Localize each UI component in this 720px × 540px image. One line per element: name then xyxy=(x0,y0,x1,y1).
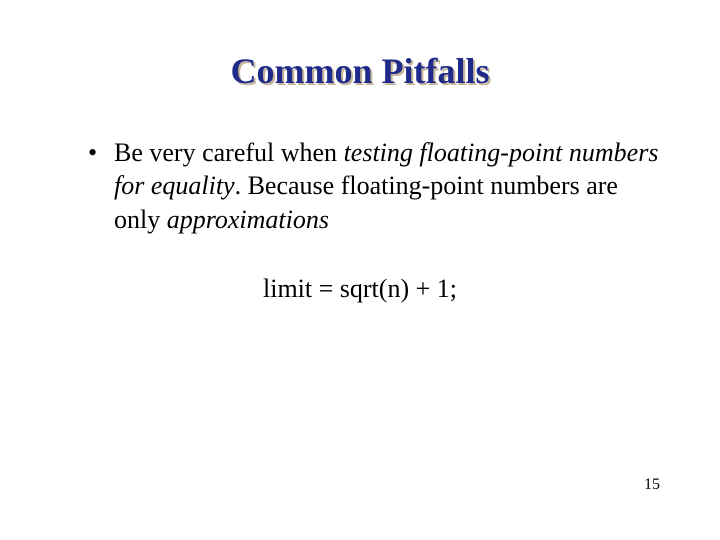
bullet-list: Be very careful when testing floating-po… xyxy=(60,136,660,236)
code-line: limit = sqrt(n) + 1; xyxy=(60,274,660,304)
slide-container: Common Pitfalls Be very careful when tes… xyxy=(0,0,720,540)
bullet-text-italic-2: approximations xyxy=(167,205,329,234)
bullet-item: Be very careful when testing floating-po… xyxy=(88,136,660,236)
page-number: 15 xyxy=(644,476,660,494)
bullet-text-lead: Be very careful when xyxy=(114,138,344,167)
slide-title: Common Pitfalls xyxy=(60,50,660,92)
